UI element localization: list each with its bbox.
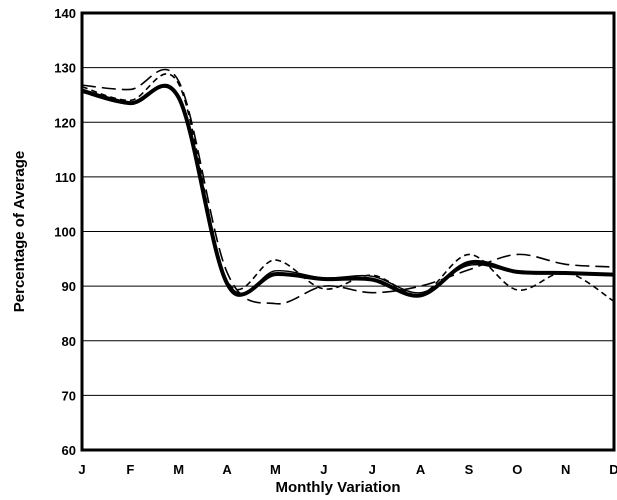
series-line-3 xyxy=(81,73,615,303)
y-tick-label: 70 xyxy=(62,388,76,403)
y-tick-label: 130 xyxy=(54,61,76,76)
x-tick-label: N xyxy=(561,462,570,477)
grid-lines xyxy=(82,67,614,396)
x-axis-title: Monthly Variation xyxy=(275,479,400,496)
x-tick-label: O xyxy=(512,462,522,477)
x-tick-label: A xyxy=(416,462,426,477)
plot-area-border xyxy=(80,11,616,452)
y-axis-tick-labels: 60 70 80 90 100 110 120 130 140 xyxy=(54,6,76,458)
x-tick-label: J xyxy=(369,462,376,477)
series-line-2 xyxy=(81,68,615,305)
series-lines xyxy=(81,68,615,305)
y-tick-label: 60 xyxy=(62,443,76,458)
series-line-1 xyxy=(81,83,615,298)
y-tick-label: 140 xyxy=(54,6,76,21)
series-line-4 xyxy=(81,83,615,297)
y-axis-title: Percentage of Average xyxy=(11,151,28,312)
x-tick-label: A xyxy=(222,462,232,477)
x-tick-label: S xyxy=(465,462,474,477)
x-tick-label: M xyxy=(173,462,184,477)
y-tick-label: 80 xyxy=(62,334,76,349)
x-tick-label: F xyxy=(126,462,134,477)
y-tick-label: 120 xyxy=(54,115,76,130)
x-tick-label: J xyxy=(320,462,327,477)
x-tick-label: D xyxy=(609,462,617,477)
x-tick-label: J xyxy=(78,462,85,477)
y-tick-label: 110 xyxy=(55,170,76,185)
y-tick-label: 90 xyxy=(62,279,76,294)
y-tick-label: 100 xyxy=(54,225,76,240)
x-tick-label: M xyxy=(270,462,281,477)
